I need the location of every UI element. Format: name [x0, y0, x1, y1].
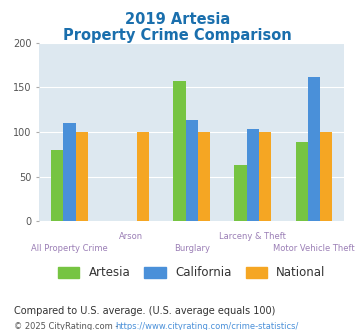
Text: © 2025 CityRating.com -: © 2025 CityRating.com - [14, 322, 121, 330]
Text: Compared to U.S. average. (U.S. average equals 100): Compared to U.S. average. (U.S. average … [14, 306, 275, 316]
Bar [247, 129, 259, 221]
Bar [259, 132, 271, 221]
Bar [320, 132, 332, 221]
Text: Property Crime Comparison: Property Crime Comparison [63, 28, 292, 43]
Bar [295, 142, 308, 221]
Bar [137, 132, 149, 221]
Legend: Artesia, California, National: Artesia, California, National [58, 266, 326, 280]
Bar [198, 132, 210, 221]
Bar [76, 132, 88, 221]
Bar [173, 81, 186, 221]
Text: Arson: Arson [119, 232, 143, 241]
Bar [234, 165, 247, 221]
Bar [64, 123, 76, 221]
Text: https://www.cityrating.com/crime-statistics/: https://www.cityrating.com/crime-statist… [115, 322, 299, 330]
Text: Larceny & Theft: Larceny & Theft [219, 232, 286, 241]
Text: Burglary: Burglary [174, 244, 210, 253]
Text: Motor Vehicle Theft: Motor Vehicle Theft [273, 244, 355, 253]
Text: All Property Crime: All Property Crime [31, 244, 108, 253]
Bar [186, 120, 198, 221]
Bar [308, 77, 320, 221]
Bar [51, 150, 64, 221]
Text: 2019 Artesia: 2019 Artesia [125, 12, 230, 26]
